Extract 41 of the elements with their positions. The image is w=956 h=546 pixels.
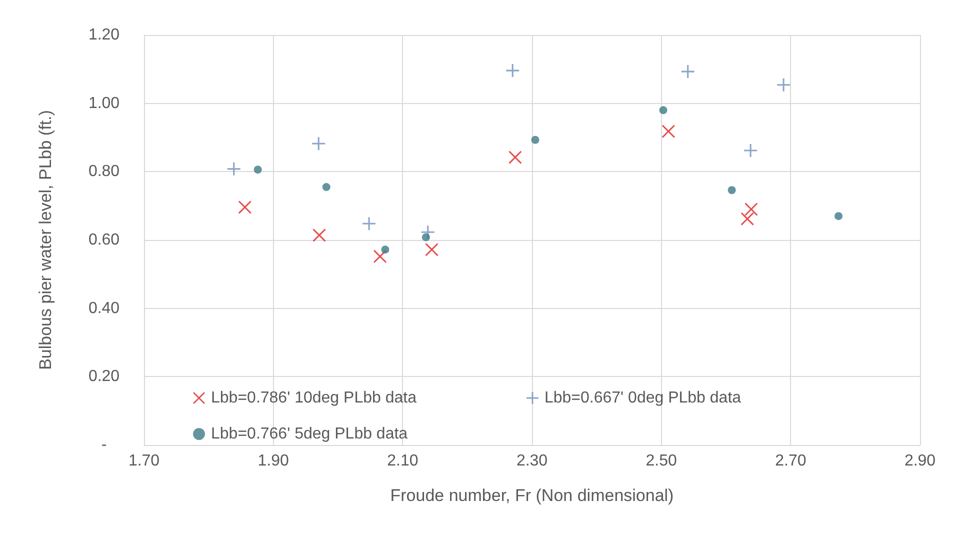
y-tick-label: 0.60	[88, 232, 120, 248]
point	[425, 243, 438, 256]
point	[322, 183, 330, 192]
point	[227, 162, 240, 176]
x-tick-label: 2.10	[387, 452, 418, 470]
point	[506, 64, 520, 78]
point	[728, 186, 736, 194]
y-tick-label: 1.20	[88, 26, 120, 44]
y-tick-label: -	[101, 436, 107, 454]
point	[744, 202, 758, 216]
point	[422, 233, 430, 242]
legend-label: Lbb=0.667' 0deg PLbb data	[544, 390, 742, 406]
point	[659, 106, 668, 114]
y-axis-title: Bulbous pier water level, PLbb (ft.)	[36, 110, 55, 370]
point	[834, 212, 843, 220]
point	[312, 137, 326, 150]
x-tick-label: 2.90	[904, 452, 936, 470]
point	[362, 217, 376, 230]
point	[740, 212, 754, 226]
y-tick-label: 1.00	[88, 94, 120, 112]
point	[744, 144, 758, 157]
x-tick-label: 1.90	[258, 452, 290, 470]
point	[238, 200, 252, 214]
y-tick-label: 0.20	[88, 368, 120, 386]
point	[312, 228, 326, 242]
x-axis-title: Froude number, Fr (Non dimensional)	[390, 486, 674, 505]
point	[681, 65, 694, 78]
point	[777, 78, 790, 92]
point	[508, 150, 522, 164]
legend-label: Lbb=0.786' 10deg PLbb data	[211, 390, 417, 406]
x-tick-label: 2.30	[516, 452, 548, 470]
x-tick-label: 1.70	[128, 452, 160, 470]
point	[381, 246, 390, 254]
legend-label: Lbb=0.766' 5deg PLbb data	[211, 426, 408, 442]
y-tick-label: 0.40	[88, 300, 120, 317]
point	[254, 166, 262, 174]
x-tick-label: 2.70	[775, 452, 806, 470]
point	[531, 136, 540, 144]
y-tick-label: 0.80	[88, 163, 120, 180]
point	[662, 124, 675, 138]
x-tick-label: 2.50	[646, 452, 678, 470]
